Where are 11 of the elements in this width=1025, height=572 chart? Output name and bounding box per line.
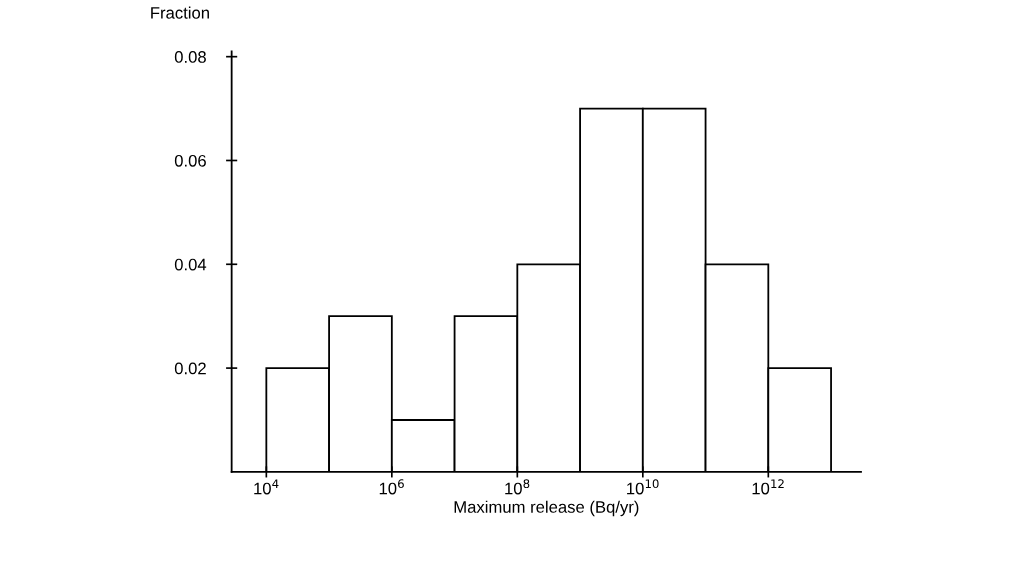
x-tick-label: 10$^{8}$ [505, 479, 530, 495]
x-tick-label: 10$^{6}$ [379, 479, 404, 495]
y-tick-label: 0.06 [174, 154, 206, 167]
y-tick-label: 0.04 [174, 258, 207, 271]
x-tick-label: 10$^{12}$ [752, 479, 784, 495]
y-tick-label: 0.02 [174, 362, 206, 375]
x-axis-title: Maximum release (Bq/yr) [454, 500, 639, 517]
x-tick-label: 10$^{10}$ [627, 479, 659, 495]
y-axis-title: Fraction [151, 6, 209, 19]
y-tick-label: 0.08 [174, 51, 206, 63]
x-tick-label: 10$^{4}$ [254, 479, 279, 495]
